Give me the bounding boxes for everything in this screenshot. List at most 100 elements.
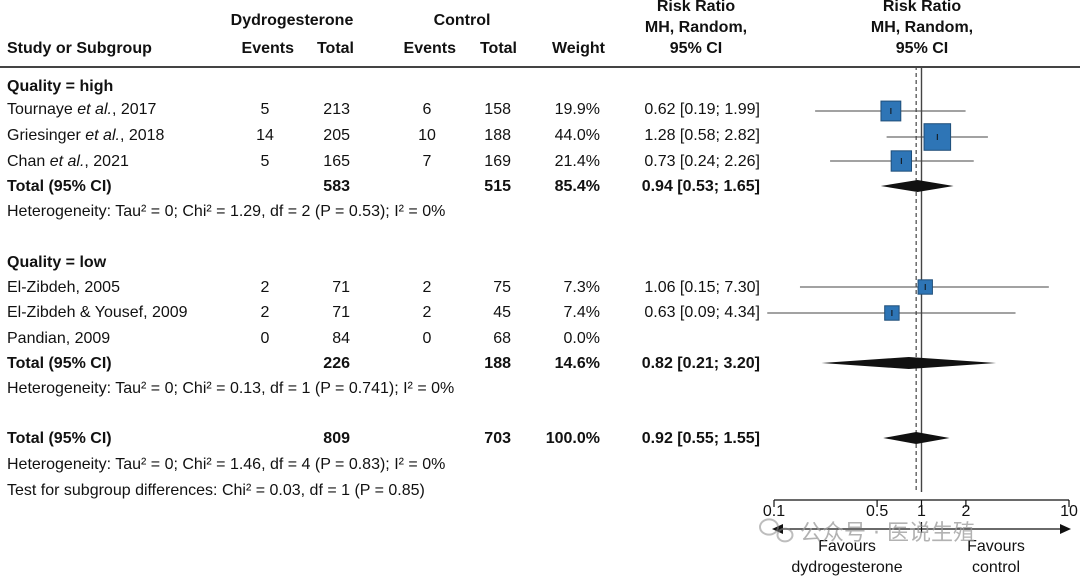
rr-text-header-2: MH, Random,: [644, 19, 748, 36]
weight-cell: 44.0%: [554, 127, 600, 144]
events1-cell: 14: [256, 127, 274, 144]
total-label: Total (95% CI): [7, 355, 112, 372]
study-author: Griesinger: [7, 127, 86, 144]
weight-cell: 7.3%: [563, 279, 600, 296]
rr-plot-header-2: MH, Random,: [870, 19, 974, 36]
weight-header: Weight: [551, 40, 605, 57]
total1-cell: 213: [323, 101, 350, 118]
total2-cell: 188: [484, 127, 511, 144]
total2-cell: 75: [493, 279, 511, 296]
et-al: et al.: [77, 101, 112, 118]
rr-ci-cell: 0.73 [0.24; 2.26]: [644, 153, 760, 170]
events2-header: Events: [403, 40, 456, 57]
study-year: , 2021: [84, 153, 129, 170]
watermark-text: 公众号 · 医说生殖: [800, 521, 975, 546]
study-name: Griesinger et al., 2018: [7, 127, 164, 145]
total-label: Total (95% CI): [7, 178, 112, 195]
events2-cell: 6: [422, 101, 432, 118]
subgroup-label: Quality = high: [7, 78, 114, 95]
study-name: Pandian, 2009: [7, 330, 111, 347]
events1-cell: 5: [260, 153, 270, 170]
pooled-diamond: [821, 357, 997, 369]
favours-left-label-1: Favours: [818, 538, 876, 555]
heterogeneity-text: Heterogeneity: Tau² = 0; Chi² = 0.13, df…: [7, 380, 455, 397]
weight-cell: 21.4%: [554, 153, 600, 170]
rr-plot-header-3: 95% CI: [895, 40, 949, 57]
total1-cell: 226: [323, 355, 350, 372]
group2-header: Control: [433, 12, 491, 29]
total1-cell: 84: [332, 330, 350, 347]
total2-header: Total: [479, 40, 517, 57]
study-author: Tournaye: [7, 101, 78, 118]
rr-ci-cell: 0.82 [0.21; 3.20]: [641, 355, 760, 372]
weight-cell: 100.0%: [545, 430, 600, 447]
arrow-right-head: [1060, 524, 1071, 534]
total1-cell: 71: [332, 279, 350, 296]
total1-cell: 71: [332, 304, 350, 321]
total2-cell: 515: [484, 178, 511, 195]
study-year: , 2018: [119, 127, 165, 144]
total1-cell: 165: [323, 153, 350, 170]
total1-cell: 583: [323, 178, 350, 195]
weight-cell: 0.0%: [563, 330, 600, 347]
study-name: El-Zibdeh, 2005: [7, 279, 120, 296]
x-tick-label: 0.5: [866, 503, 888, 520]
events2-cell: 2: [422, 304, 432, 321]
events1-cell: 2: [260, 279, 270, 296]
rr-text-header-3: 95% CI: [669, 40, 723, 57]
heterogeneity-text: Heterogeneity: Tau² = 0; Chi² = 1.46, df…: [7, 456, 446, 473]
rr-ci-cell: 1.06 [0.15; 7.30]: [644, 279, 760, 296]
weight-cell: 14.6%: [554, 355, 600, 372]
events2-cell: 0: [422, 330, 432, 347]
x-tick-label: 10: [1060, 503, 1078, 520]
total-label: Total (95% CI): [7, 430, 112, 447]
total2-cell: 703: [484, 430, 511, 447]
study-name: Chan et al., 2021: [7, 153, 129, 171]
study-name: Tournaye et al., 2017: [7, 101, 156, 119]
heterogeneity-text: Heterogeneity: Tau² = 0; Chi² = 1.29, df…: [7, 203, 446, 220]
study-author: Chan: [7, 153, 50, 170]
favours-right-label-1: Favours: [967, 538, 1025, 555]
rr-ci-cell: 0.94 [0.53; 1.65]: [641, 178, 760, 195]
x-tick-label: 2: [961, 503, 970, 520]
study-column-header: Study or Subgroup: [7, 40, 152, 57]
rr-plot-header-1: Risk Ratio: [882, 0, 962, 15]
x-tick-label: 0.1: [763, 503, 785, 520]
pooled-diamond: [880, 180, 954, 192]
events1-cell: 2: [260, 304, 270, 321]
events2-cell: 7: [422, 153, 432, 170]
events2-cell: 10: [418, 127, 436, 144]
rr-ci-cell: 0.63 [0.09; 4.34]: [644, 304, 760, 321]
events1-cell: 5: [260, 101, 270, 118]
et-al: et al.: [49, 153, 85, 170]
favours-left-label-2: dydrogesterone: [791, 559, 902, 576]
subgroup-label: Quality = low: [7, 254, 107, 271]
study-year: , 2017: [111, 101, 157, 118]
total2-cell: 158: [484, 101, 511, 118]
total2-cell: 188: [484, 355, 511, 372]
weight-cell: 19.9%: [554, 101, 600, 118]
rr-ci-cell: 0.62 [0.19; 1.99]: [644, 101, 760, 118]
study-name: El-Zibdeh & Yousef, 2009: [7, 304, 188, 321]
total2-cell: 45: [493, 304, 511, 321]
events1-cell: 0: [260, 330, 270, 347]
header-rule: [0, 66, 1080, 68]
total2-cell: 68: [493, 330, 511, 347]
favours-right-label-2: control: [972, 559, 1020, 576]
x-tick-label: 1: [917, 503, 926, 520]
total1-header: Total: [316, 40, 354, 57]
events1-header: Events: [241, 40, 294, 57]
weight-cell: 7.4%: [563, 304, 600, 321]
rr-ci-cell: 0.92 [0.55; 1.55]: [641, 430, 760, 447]
et-al: et al.: [85, 127, 120, 144]
events2-cell: 2: [422, 279, 432, 296]
rr-ci-cell: 1.28 [0.58; 2.82]: [644, 127, 760, 144]
group1-header: Dydrogesterone: [230, 12, 354, 29]
total1-cell: 809: [323, 430, 350, 447]
pooled-diamond: [883, 432, 950, 444]
weight-cell: 85.4%: [554, 178, 600, 195]
heterogeneity-text: Test for subgroup differences: Chi² = 0.…: [7, 482, 425, 499]
rr-text-header-1: Risk Ratio: [656, 0, 736, 15]
wechat-logo-icon: [759, 518, 794, 543]
